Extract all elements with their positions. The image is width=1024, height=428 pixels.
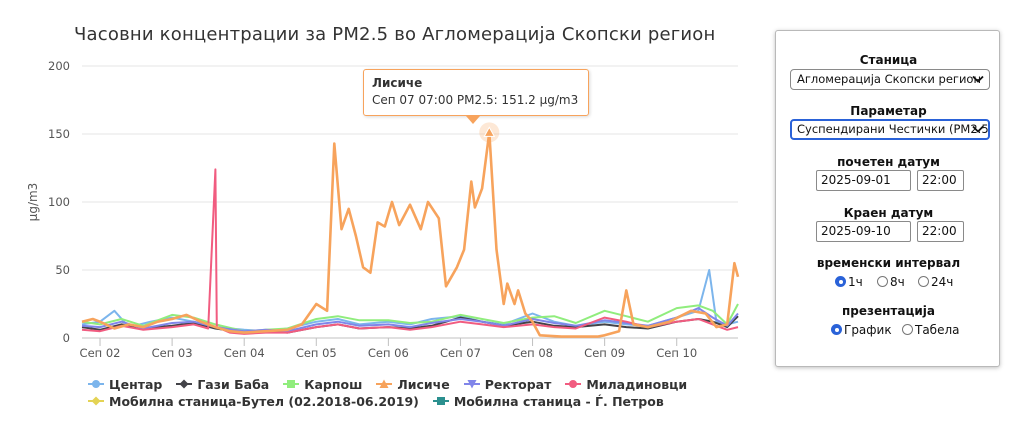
legend-item[interactable]: Гази Баба [176,376,269,393]
presentation-label: презентација [842,304,935,318]
x-tick-label: Сеп 04 [224,346,265,360]
legend-label: Центар [109,377,163,392]
legend-marker-icon [463,380,480,389]
legend-marker-icon [376,379,393,388]
end-time-input[interactable]: 22:00 [917,221,964,242]
x-tick-label: Сеп 08 [512,346,553,360]
legend-item[interactable]: Мобилна станица - Ѓ. Петров [432,393,664,410]
interval-option-1h: 1ч [848,275,863,289]
chart-legend: Центар Гази Баба Карпош Лисиче Ректорат Милад… [88,376,701,410]
tooltip-text: Сеп 07 07:00 PM2.5: 151.2 µg/m3 [372,93,579,107]
series-line [81,307,739,333]
series-line [81,168,739,335]
legend-label: Мобилна станица-Бутел (02.2018-06.2019) [109,394,419,409]
start-date-label: почетен датум [837,155,940,169]
radio-checked-icon [835,276,846,287]
legend-marker-icon [565,380,582,388]
series-line [81,315,739,334]
legend-item[interactable]: Лисиче [376,376,450,393]
presentation-option-table: Табела [915,323,960,337]
chart-title: Часовни концентрации за PM2.5 во Агломер… [74,24,716,45]
presentation-option-chart: График [844,323,892,337]
legend-item[interactable]: Мобилна станица-Бутел (02.2018-06.2019) [88,393,419,410]
legend-marker-icon [88,396,104,406]
y-tick-label: 200 [48,59,70,73]
y-axis-label: µg/m3 [26,183,40,222]
chevron-down-icon [972,125,984,133]
legend-label: Миладиновци [586,377,688,392]
station-label: Станица [859,53,918,67]
interval-radio-1h[interactable]: 1ч [835,275,863,289]
legend-item[interactable]: Миладиновци [565,376,687,393]
radio-unchecked-icon [902,324,913,335]
parameter-label: Параметар [850,104,927,118]
x-tick-label: Сеп 03 [152,346,193,360]
x-tick-label: Сеп 07 [440,346,481,360]
presentation-radio-chart[interactable]: График [831,323,892,337]
parameter-select-value: Суспендирани Честички (PM2.5) [797,122,990,136]
legend-marker-icon [176,379,193,389]
interval-option-8h: 8ч [890,275,905,289]
legend-item[interactable]: Карпош [283,376,362,393]
radio-unchecked-icon [877,276,888,287]
x-tick-label: Сеп 02 [80,346,121,360]
y-tick-label: 100 [48,195,70,209]
hover-point [483,126,496,137]
tooltip-title: Лисиче [372,76,423,90]
interval-radio-24h[interactable]: 24ч [918,275,953,289]
end-date-label: Краен датум [843,206,934,220]
interval-option-24h: 24ч [931,275,954,289]
line-chart: 0 50 100 150 200 µg/m3 Сеп 02 Сеп 03 Сеп 04 Сеп 0… [26,59,740,360]
legend-item[interactable]: Центар [88,376,162,393]
chevron-down-icon [972,75,984,83]
legend-label: Карпош [304,377,363,392]
station-select[interactable]: Агломерација Скопски регион [790,69,990,90]
filter-panel: Станица Агломерација Скопски регион Пара… [775,30,1000,367]
presentation-radio-table[interactable]: Табела [902,323,960,337]
legend-marker-icon [88,380,104,388]
legend-item[interactable]: Ректорат [463,376,552,393]
legend-label: Гази Баба [197,377,270,392]
series-line [81,131,740,338]
legend-marker-icon [432,397,449,405]
x-tick-label: Сеп 10 [656,346,697,360]
x-tick-label: Сеп 09 [584,346,625,360]
legend-label: Ректорат [484,377,552,392]
radio-unchecked-icon [918,276,929,287]
start-date-input[interactable]: 2025-09-01 [816,170,911,191]
interval-radio-8h[interactable]: 8ч [877,275,905,289]
y-tick-label: 150 [48,127,70,141]
chart-area: Часовни концентрации за PM2.5 во Агломер… [26,24,740,410]
x-tick-label: Сеп 06 [368,346,409,360]
legend-label: Лисиче [397,377,450,392]
tooltip-arrow [466,116,480,124]
start-time-input[interactable]: 22:00 [917,170,964,191]
station-select-value: Агломерација Скопски регион [797,72,981,86]
end-date-input[interactable]: 2025-09-10 [816,221,911,242]
y-tick-label: 0 [63,331,70,345]
chart-tooltip: Лисиче Сеп 07 07:00 PM2.5: 151.2 µg/m3 [363,69,589,116]
legend-marker-icon [283,380,300,388]
x-tick-label: Сеп 05 [296,346,337,360]
parameter-select[interactable]: Суспендирани Честички (PM2.5) [790,119,990,140]
legend-label: Мобилна станица - Ѓ. Петров [453,394,664,409]
interval-label: временски интервал [816,256,961,270]
radio-checked-icon [831,324,842,335]
y-tick-label: 50 [55,263,70,277]
